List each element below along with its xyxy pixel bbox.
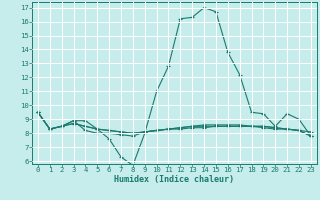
X-axis label: Humidex (Indice chaleur): Humidex (Indice chaleur): [115, 175, 234, 184]
